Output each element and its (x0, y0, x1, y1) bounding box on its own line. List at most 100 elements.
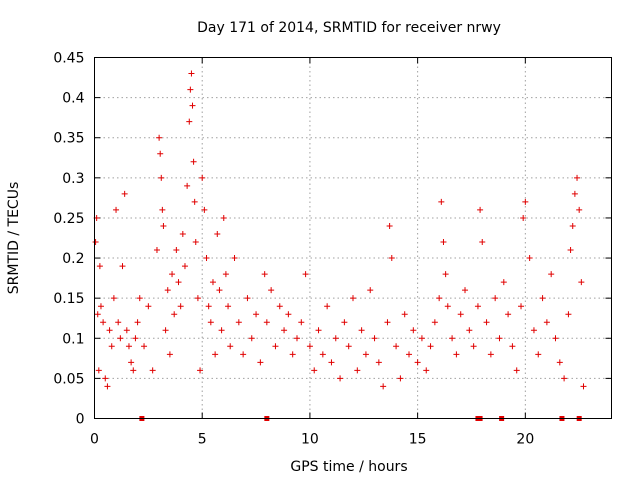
chart-title: Day 171 of 2014, SRMTID for receiver nrw… (197, 20, 501, 36)
data-point (401, 311, 408, 318)
data-point (159, 206, 166, 213)
data-point (272, 343, 279, 350)
data-point (141, 343, 148, 350)
data-point (410, 327, 417, 334)
data-point (216, 287, 223, 294)
data-point (197, 367, 204, 374)
data-point (505, 311, 512, 318)
data-point (306, 343, 313, 350)
data-point (539, 295, 546, 302)
y-tick-label: 0.2 (62, 251, 84, 267)
data-point (384, 319, 391, 326)
data-point (567, 247, 574, 254)
data-point (281, 327, 288, 334)
data-point (157, 150, 164, 157)
data-point (487, 351, 494, 358)
data-point (371, 335, 378, 342)
data-point (556, 359, 563, 366)
data-point (580, 383, 587, 390)
data-point (354, 367, 361, 374)
data-point (574, 174, 581, 181)
data-point (227, 343, 234, 350)
data-point (205, 303, 212, 310)
data-point (453, 351, 460, 358)
data-point (548, 271, 555, 278)
data-point (535, 351, 542, 358)
data-point (130, 367, 137, 374)
data-point (92, 239, 99, 246)
data-point (96, 263, 103, 270)
y-tick-label: 0.05 (53, 371, 84, 387)
x-tick-label: 15 (409, 432, 427, 448)
data-point (337, 375, 344, 382)
data-point (121, 190, 128, 197)
data-point (220, 214, 227, 221)
data-point (462, 287, 469, 294)
data-point (132, 335, 139, 342)
data-point (189, 102, 196, 109)
data-point (191, 198, 198, 205)
data-point (436, 295, 443, 302)
data-point (449, 335, 456, 342)
data-point (319, 351, 326, 358)
x-tick-label: 10 (301, 432, 319, 448)
data-point (94, 311, 101, 318)
data-point (442, 271, 449, 278)
data-point (181, 263, 188, 270)
x-tick-label: 20 (516, 432, 534, 448)
data-point (431, 319, 438, 326)
data-point (153, 247, 160, 254)
data-point (341, 319, 348, 326)
x-tick-label: 0 (90, 432, 99, 448)
data-point (113, 206, 120, 213)
data-point (160, 222, 167, 229)
data-point (397, 375, 404, 382)
data-point (95, 367, 102, 374)
data-point (526, 255, 533, 262)
y-tick-label: 0.3 (62, 171, 84, 187)
data-point (119, 263, 126, 270)
data-point (164, 287, 171, 294)
data-point (380, 383, 387, 390)
x-axis-label: GPS time / hours (290, 459, 407, 475)
data-point (203, 255, 210, 262)
data-point (175, 279, 182, 286)
data-point (470, 343, 477, 350)
data-point (418, 335, 425, 342)
data-point (184, 182, 191, 189)
y-tick-label: 0.45 (53, 51, 84, 67)
data-point (222, 271, 229, 278)
data-point (263, 319, 270, 326)
data-point (244, 295, 251, 302)
y-tick-label: 0 (76, 412, 85, 428)
data-point (362, 351, 369, 358)
data-point (261, 271, 268, 278)
data-point (214, 230, 221, 237)
data-point (212, 351, 219, 358)
data-point (479, 239, 486, 246)
data-point (427, 343, 434, 350)
axis-ticks: 0 0.05 0.1 0.15 0.2 0.25 0.3 0.35 0.4 0.45 0 5 10 15 2… (53, 51, 612, 448)
data-point (186, 118, 193, 125)
data-point (97, 303, 104, 310)
data-point (367, 287, 374, 294)
data-point (173, 247, 180, 254)
data-point (393, 343, 400, 350)
data-point (530, 327, 537, 334)
data-point (248, 335, 255, 342)
data-point (578, 279, 585, 286)
data-point (104, 383, 111, 390)
data-point (201, 206, 208, 213)
data-point (100, 319, 107, 326)
data-point (543, 319, 550, 326)
data-point (350, 295, 356, 302)
data-point (406, 351, 413, 358)
y-tick-label: 0.4 (62, 91, 84, 107)
data-point (298, 319, 305, 326)
data-point (576, 206, 583, 213)
data-point (375, 359, 382, 366)
data-point (156, 134, 163, 141)
data-point (169, 271, 176, 278)
data-point (108, 343, 115, 350)
